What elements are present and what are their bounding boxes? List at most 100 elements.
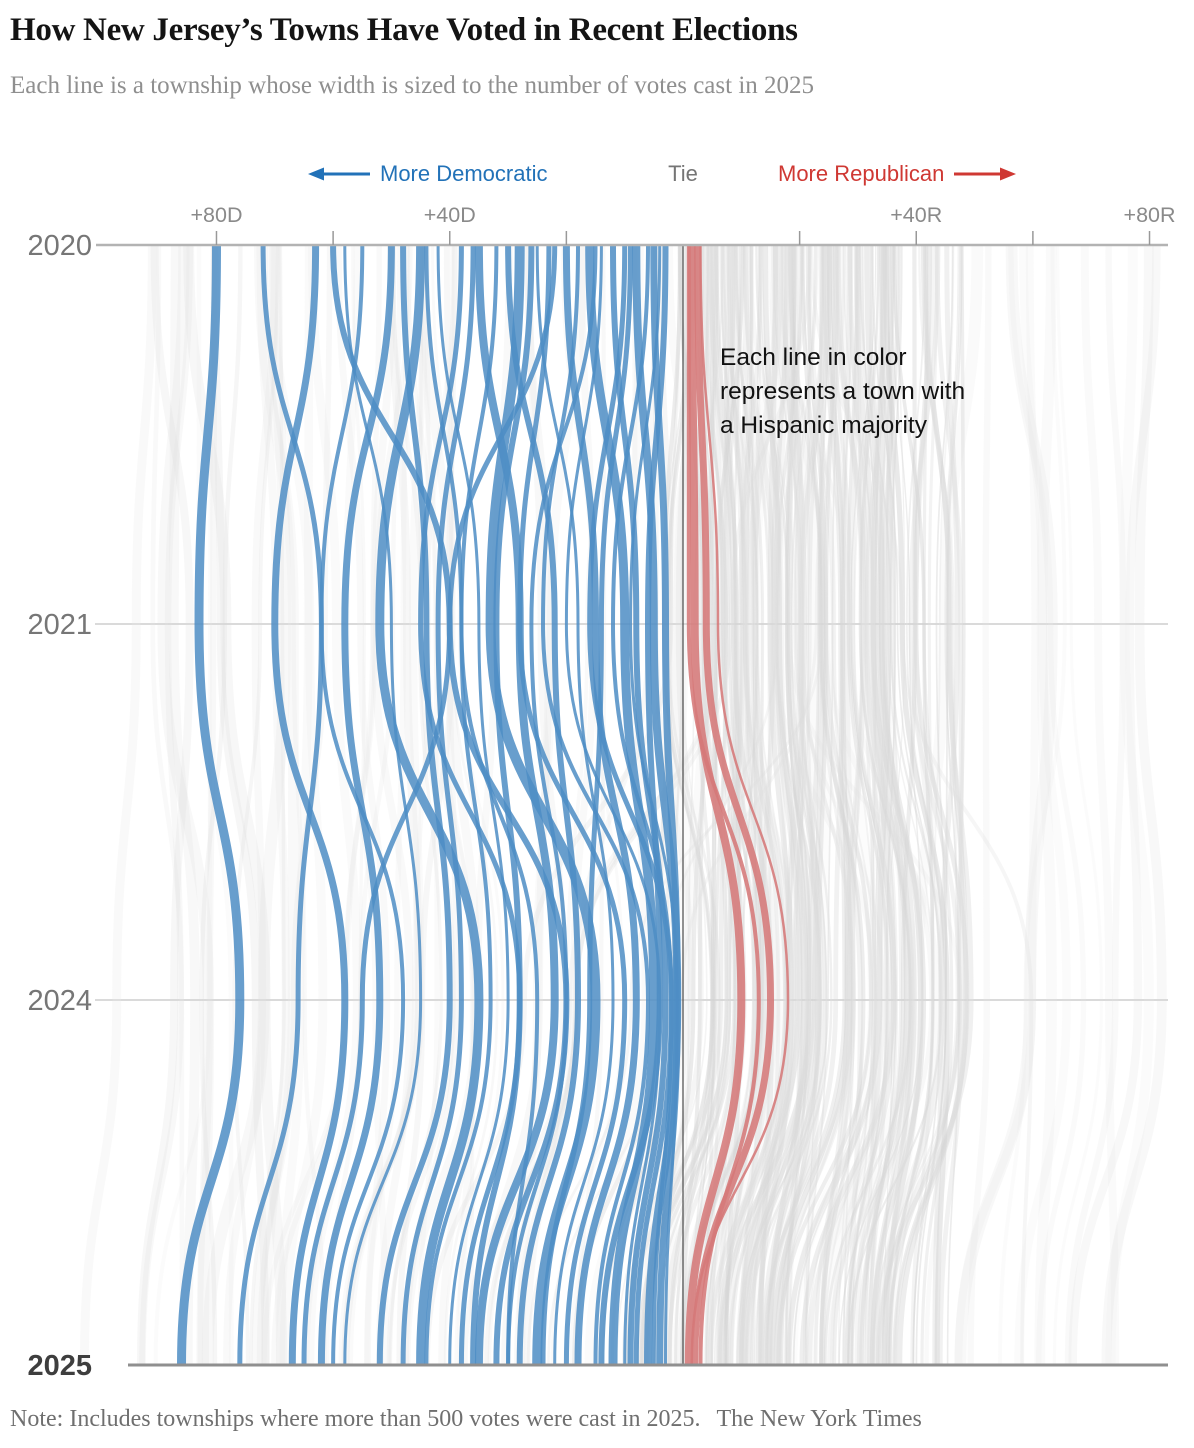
township-line bbox=[79, 244, 157, 1366]
township-line bbox=[727, 244, 773, 1366]
township-line-hispanic-dem bbox=[376, 244, 453, 1366]
township-line bbox=[807, 244, 896, 1366]
township-line-hispanic-dem bbox=[459, 244, 540, 1366]
township-line bbox=[664, 244, 709, 1366]
township-line bbox=[706, 244, 797, 1366]
axis-tick-label: +40D bbox=[424, 203, 476, 227]
township-line bbox=[735, 244, 800, 1366]
township-line-hispanic-dem bbox=[517, 244, 628, 1366]
axis-tick-label: +80D bbox=[190, 203, 242, 227]
page-title: How New Jersey’s Towns Have Voted in Rec… bbox=[10, 12, 798, 48]
township-line bbox=[870, 244, 917, 1366]
township-line-hispanic-dem bbox=[271, 244, 349, 1366]
township-line bbox=[998, 244, 1067, 1366]
township-line bbox=[800, 244, 866, 1366]
township-line-hispanic-dem bbox=[505, 244, 582, 1366]
legend-more-democratic: More Democratic bbox=[308, 161, 547, 187]
township-line bbox=[823, 244, 880, 1366]
township-line bbox=[802, 244, 877, 1366]
township-line-hispanic-dem bbox=[562, 244, 640, 1366]
township-line-hispanic-dem bbox=[317, 244, 395, 1366]
township-line bbox=[859, 244, 917, 1366]
township-line bbox=[869, 244, 927, 1366]
township-line bbox=[760, 244, 854, 1366]
township-line bbox=[874, 244, 944, 1366]
township-line bbox=[743, 244, 793, 1366]
township-line bbox=[137, 244, 194, 1366]
township-line bbox=[762, 244, 807, 1366]
left-arrow-icon bbox=[308, 167, 370, 181]
township-line bbox=[862, 244, 897, 1366]
township-line bbox=[844, 244, 906, 1366]
township-line bbox=[845, 244, 890, 1366]
township-line bbox=[794, 244, 856, 1366]
township-line bbox=[868, 244, 899, 1366]
township-line bbox=[753, 244, 824, 1366]
township-line bbox=[910, 244, 939, 1366]
township-line bbox=[643, 244, 738, 1366]
township-line bbox=[1052, 244, 1103, 1366]
township-line bbox=[223, 244, 279, 1366]
township-line bbox=[764, 244, 822, 1366]
township-line bbox=[858, 244, 908, 1366]
township-line bbox=[232, 244, 280, 1366]
township-line bbox=[778, 244, 853, 1366]
township-line bbox=[842, 244, 883, 1366]
township-line-hispanic-rep bbox=[690, 244, 790, 1366]
township-line bbox=[750, 244, 801, 1366]
year-label: 2025 bbox=[27, 1350, 92, 1382]
township-line bbox=[877, 244, 962, 1366]
township-line bbox=[893, 244, 968, 1366]
hispanic-majority-annotation: Each line in color represents a town wit… bbox=[720, 341, 1050, 442]
township-line-hispanic-dem bbox=[610, 244, 669, 1366]
township-line bbox=[727, 244, 816, 1366]
township-line bbox=[741, 244, 848, 1366]
township-line bbox=[698, 244, 759, 1366]
township-line bbox=[754, 244, 781, 1366]
township-line bbox=[797, 244, 828, 1366]
township-line bbox=[748, 244, 886, 1366]
year-label: 2021 bbox=[27, 609, 92, 641]
township-line bbox=[850, 244, 913, 1366]
township-line bbox=[401, 244, 482, 1366]
township-line bbox=[945, 244, 961, 1366]
township-line bbox=[776, 244, 874, 1366]
township-line-hispanic-dem bbox=[540, 244, 633, 1366]
township-line bbox=[779, 244, 838, 1366]
township-line bbox=[680, 244, 763, 1366]
township-line bbox=[805, 244, 830, 1366]
township-line bbox=[406, 244, 475, 1366]
township-line bbox=[818, 244, 863, 1366]
township-line-hispanic-dem bbox=[330, 244, 570, 1366]
township-line bbox=[880, 244, 984, 1366]
township-line bbox=[747, 244, 830, 1366]
township-line bbox=[819, 244, 867, 1366]
legend-tie-label: Tie bbox=[668, 161, 698, 186]
township-line bbox=[724, 244, 765, 1366]
township-line bbox=[790, 244, 828, 1366]
township-line bbox=[755, 244, 794, 1366]
township-line bbox=[769, 244, 851, 1366]
township-line bbox=[766, 244, 827, 1366]
note-text: Note: Includes townships where more than… bbox=[10, 1406, 701, 1432]
township-line bbox=[550, 244, 625, 1366]
township-line bbox=[878, 244, 913, 1366]
township-line bbox=[967, 244, 992, 1366]
township-line bbox=[833, 244, 915, 1366]
township-line bbox=[848, 244, 889, 1366]
township-line bbox=[744, 244, 822, 1366]
township-line bbox=[743, 244, 772, 1366]
township-line bbox=[721, 244, 789, 1366]
source-credit: The New York Times bbox=[716, 1406, 922, 1432]
township-line bbox=[773, 244, 856, 1366]
township-line bbox=[888, 244, 935, 1366]
township-line bbox=[739, 244, 826, 1366]
township-line bbox=[710, 244, 791, 1366]
township-line bbox=[792, 244, 892, 1366]
township-line bbox=[774, 244, 828, 1366]
township-line bbox=[786, 244, 894, 1366]
township-line bbox=[370, 244, 414, 1366]
axis-tick-label: +40R bbox=[890, 203, 942, 227]
township-line bbox=[707, 244, 834, 1366]
